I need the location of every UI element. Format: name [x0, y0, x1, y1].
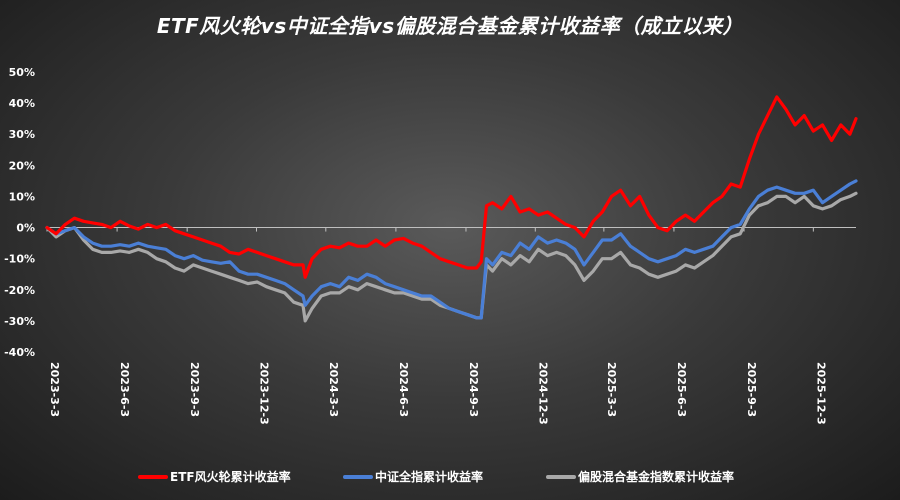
y-tick-label: 10% — [9, 190, 35, 203]
x-tick-label: 2025-12-3 — [814, 362, 827, 425]
chart-title: ETF风火轮vs中证全指vs偏股混合基金累计收益率（成立以来） — [156, 14, 744, 38]
x-tick-label: 2025-3-3 — [605, 362, 618, 417]
y-tick-label: 50% — [9, 66, 35, 79]
y-tick-label: -20% — [4, 284, 35, 297]
y-tick-label: 0% — [16, 222, 35, 235]
y-tick-label: 40% — [9, 97, 35, 110]
x-tick-label: 2024-6-3 — [397, 362, 410, 417]
y-tick-label: -40% — [4, 346, 35, 359]
x-tick-label: 2024-3-3 — [327, 362, 340, 417]
series-line-3 — [45, 191, 858, 323]
y-tick-label: -30% — [4, 315, 35, 328]
x-tick-label: 2024-9-3 — [467, 362, 480, 417]
x-tick-label: 2023-3-3 — [48, 362, 61, 417]
legend-label: 中证全指累计收益率 — [375, 469, 483, 484]
series-line-1 — [45, 95, 858, 279]
y-tick-label: 20% — [9, 159, 35, 172]
x-tick-label: 2025-6-3 — [675, 362, 688, 417]
x-tick-label: 2024-12-3 — [536, 362, 549, 425]
y-tick-label: -10% — [4, 253, 35, 266]
x-tick-label: 2025-9-3 — [745, 362, 758, 417]
x-tick-label: 2023-12-3 — [257, 362, 270, 425]
legend-label: 偏股混合基金指数累计收益率 — [578, 469, 734, 484]
legend-label: ETF风火轮累计收益率 — [170, 469, 291, 484]
x-tick-label: 2023-6-3 — [118, 362, 131, 417]
y-tick-label: 30% — [9, 128, 35, 141]
x-tick-label: 2023-9-3 — [188, 362, 201, 417]
series-line-2 — [45, 179, 858, 320]
